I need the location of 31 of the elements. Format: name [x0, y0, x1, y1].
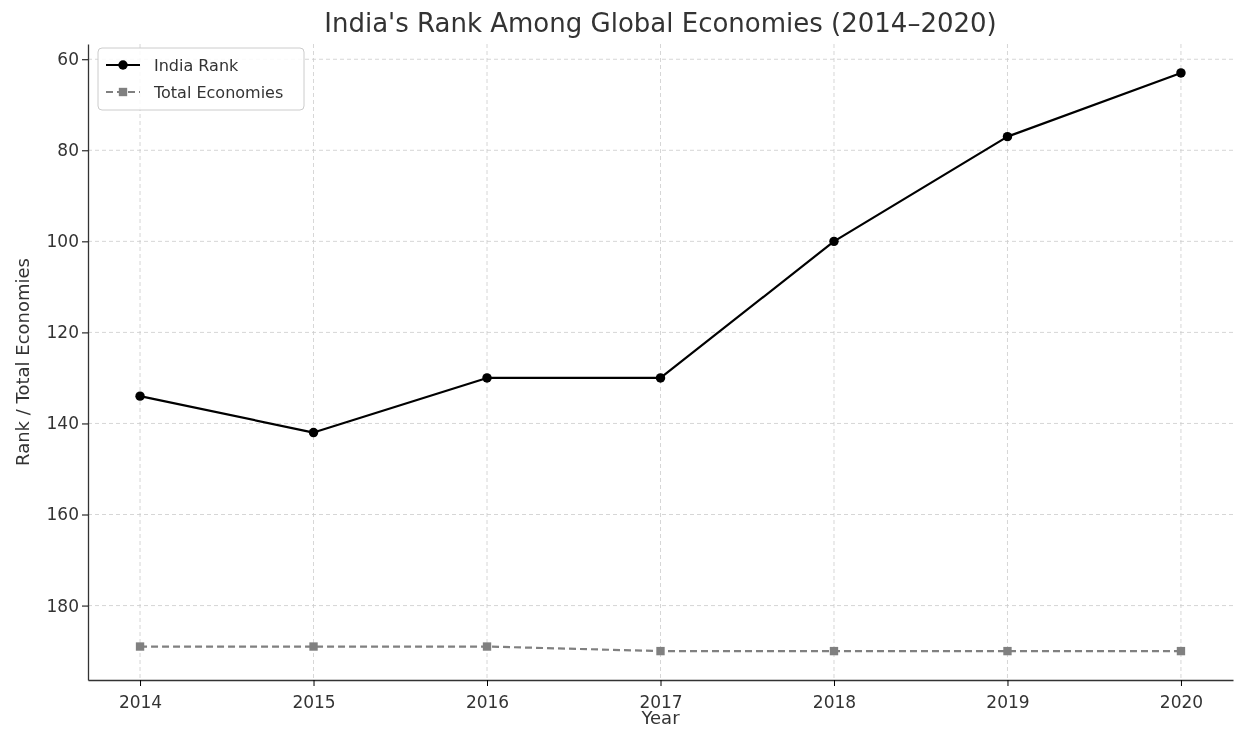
point — [482, 642, 492, 651]
y-tick-label: 80 — [57, 140, 79, 161]
y-tick-label: 140 — [46, 413, 79, 434]
point — [655, 373, 666, 383]
point — [482, 373, 492, 383]
point — [829, 236, 839, 247]
point — [309, 642, 318, 651]
x-tick-label: 2016 — [465, 691, 510, 712]
point — [1176, 646, 1186, 656]
legend-label: India Rank — [154, 56, 240, 75]
chart-title: India's Rank Among Global Economies (2014–2020) — [324, 8, 997, 38]
legend-label: Total Economies — [153, 83, 284, 102]
y-tick-label: 60 — [57, 49, 79, 70]
point — [135, 642, 145, 651]
x-tick-label: 2015 — [292, 691, 336, 712]
y-tick-label: 100 — [46, 231, 79, 252]
x-tick-label: 2014 — [118, 691, 163, 712]
point — [1003, 646, 1012, 656]
point — [1002, 131, 1013, 142]
point — [656, 646, 665, 656]
x-tick-label: 2020 — [1159, 691, 1204, 712]
x-tick-label: 2019 — [986, 691, 1030, 712]
point — [308, 427, 319, 438]
point — [829, 646, 839, 656]
y-tick-label: 120 — [46, 322, 79, 343]
point — [1176, 68, 1186, 78]
point — [135, 391, 145, 401]
y-tick-label: 160 — [46, 504, 79, 525]
y-axis-title: Rank / Total Economies — [12, 258, 33, 466]
y-tick-label: 180 — [46, 595, 79, 616]
x-tick-label: 2018 — [812, 691, 857, 712]
